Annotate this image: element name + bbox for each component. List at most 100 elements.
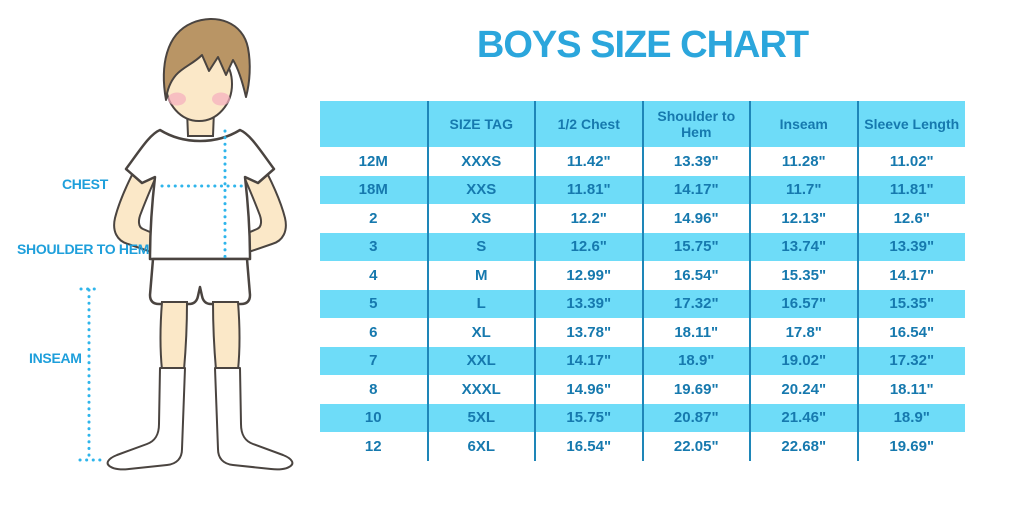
measurement-cell: 12.13" [750,204,859,233]
measurement-cell: 15.35" [750,261,859,290]
measurement-cell: 5XL [427,403,536,432]
measurement-cell: 18.11" [889,380,934,398]
boy-illustration [78,18,294,471]
size-table-body: 12M XXXS 11.42" 13.39" 11.28" 11.02" 18M XXS 11.… [320,147,965,461]
table-row: 7 XXL 14.17" 18.9" 19.02" 17.32" [320,346,965,375]
inseam-label: INSEAM [29,350,82,366]
size-label-cell: 4 [320,261,429,290]
table-header-row: SIZE TAG 1/2 Chest Shoulder to Hem Insea… [320,101,965,147]
measurement-cell: 14.17" [889,266,935,284]
measurement-cell: 18.9" [857,403,965,432]
measurement-cell: 15.75" [535,403,644,432]
shorts [148,257,252,306]
table-row: 10 5XL 15.75" 20.87" 21.46" 18.9" [320,403,965,432]
header-cell-sleeve-length: Sleeve Length [857,101,965,147]
measurement-cell: 19.69" [642,375,751,404]
measurement-cell: 12.99" [535,261,644,290]
measurement-cell: 16.54" [642,261,751,290]
measurement-cell: 13.39" [535,289,644,318]
measurement-cell: 19.02" [750,346,859,375]
measurement-cell: M [427,261,536,290]
measurement-cell: 22.05" [642,432,751,461]
size-label-cell: 8 [320,375,429,404]
header-cell-half-chest: 1/2 Chest [535,101,644,147]
measurement-cell: L [427,289,536,318]
size-label-cell: 18M [320,175,429,204]
size-label-cell: 2 [320,204,429,233]
right-cheek-blush [212,92,230,106]
t-shirt [124,128,276,261]
measurement-cell: 21.46" [750,403,859,432]
table-row: 12 6XL 16.54" 22.05" 22.68" 19.69" [320,432,965,461]
measurement-cell: 13.39" [642,147,751,176]
measurement-cell: 18.9" [642,346,751,375]
measurement-cell: 17.32" [642,289,751,318]
measurement-cell: XXXL [427,375,536,404]
size-label-cell: 7 [320,346,429,375]
measurement-cell: 20.24" [750,375,859,404]
measurement-cell: 17.8" [750,318,859,347]
measurement-cell: 15.75" [642,232,751,261]
left-sock [106,367,186,471]
left-leg [159,301,189,371]
left-cheek-blush [168,92,186,106]
measurement-cell: 11.28" [750,147,859,176]
size-label-cell: 5 [320,289,429,318]
header-cell-blank [320,101,429,147]
measurement-cell: 11.7" [750,175,859,204]
measurement-cell: 14.17" [535,346,644,375]
measurement-cell: 15.35" [857,289,965,318]
measurement-cell: XXL [427,346,536,375]
measurement-cell: 20.87" [642,403,751,432]
measurement-cell: 12.6" [893,209,930,227]
header-cell-shoulder-hem: Shoulder to Hem [642,101,751,147]
table-row: 8 XXXL 14.96" 19.69" 20.24" 18.11" [320,375,965,404]
table-row: 3 S 12.6" 15.75" 13.74" 13.39" [320,232,965,261]
measurement-cell: 11.42" [535,147,644,176]
table-row: 18M XXS 11.81" 14.17" 11.7" 11.81" [320,175,965,204]
measurement-cell: 14.17" [642,175,751,204]
hair [162,18,251,101]
table-row: 2 XS 12.2" 14.96" 12.13" 12.6" [320,204,965,233]
size-table-header: SIZE TAG 1/2 Chest Shoulder to Hem Insea… [320,101,965,147]
measurement-cell: 13.78" [535,318,644,347]
measurement-cell: XXXS [427,147,536,176]
right-leg [211,301,241,371]
measurement-cell: 13.74" [750,232,859,261]
measurement-cell: 12.2" [535,204,644,233]
measurement-cell: 19.69" [889,437,935,455]
size-label-cell: 10 [320,403,429,432]
size-label-cell: 12 [320,432,429,461]
measurement-cell: 17.32" [857,346,965,375]
measurement-cell: XS [427,204,536,233]
measurement-cell: 11.81" [535,175,644,204]
chest-label: CHEST [62,176,108,192]
measurement-cell: XL [427,318,536,347]
measurement-cell: 6XL [427,432,536,461]
measurement-cell: XXS [427,175,536,204]
header-cell-inseam: Inseam [750,101,859,147]
table-row: 4 M 12.99" 16.54" 15.35" 14.17" [320,261,965,290]
page-title: BOYS SIZE CHART [476,24,809,66]
size-label-cell: 12M [320,147,429,176]
size-label-cell: 6 [320,318,429,347]
size-table: SIZE TAG 1/2 Chest Shoulder to Hem Insea… [320,101,965,461]
measurement-cell: 18.11" [642,318,751,347]
measurement-cell: 16.57" [750,289,859,318]
header-cell-size-tag: SIZE TAG [427,101,536,147]
measurement-cell: 11.81" [857,175,965,204]
table-row: 5 L 13.39" 17.32" 16.57" 15.35" [320,289,965,318]
measurement-cell: 22.68" [750,432,859,461]
measurement-cell: 16.54" [535,432,644,461]
shoulder-to-hem-label: SHOULDER TO HEM [17,241,150,257]
measurement-cell: S [427,232,536,261]
measurement-cell: 14.96" [535,375,644,404]
measurement-cell: 11.02" [889,152,934,170]
table-row: 6 XL 13.78" 18.11" 17.8" 16.54" [320,318,965,347]
size-label-cell: 3 [320,232,429,261]
measurement-cell: 13.39" [857,232,965,261]
measurement-cell: 14.96" [642,204,751,233]
measurement-cell: 12.6" [535,232,644,261]
table-row: 12M XXXS 11.42" 13.39" 11.28" 11.02" [320,147,965,176]
